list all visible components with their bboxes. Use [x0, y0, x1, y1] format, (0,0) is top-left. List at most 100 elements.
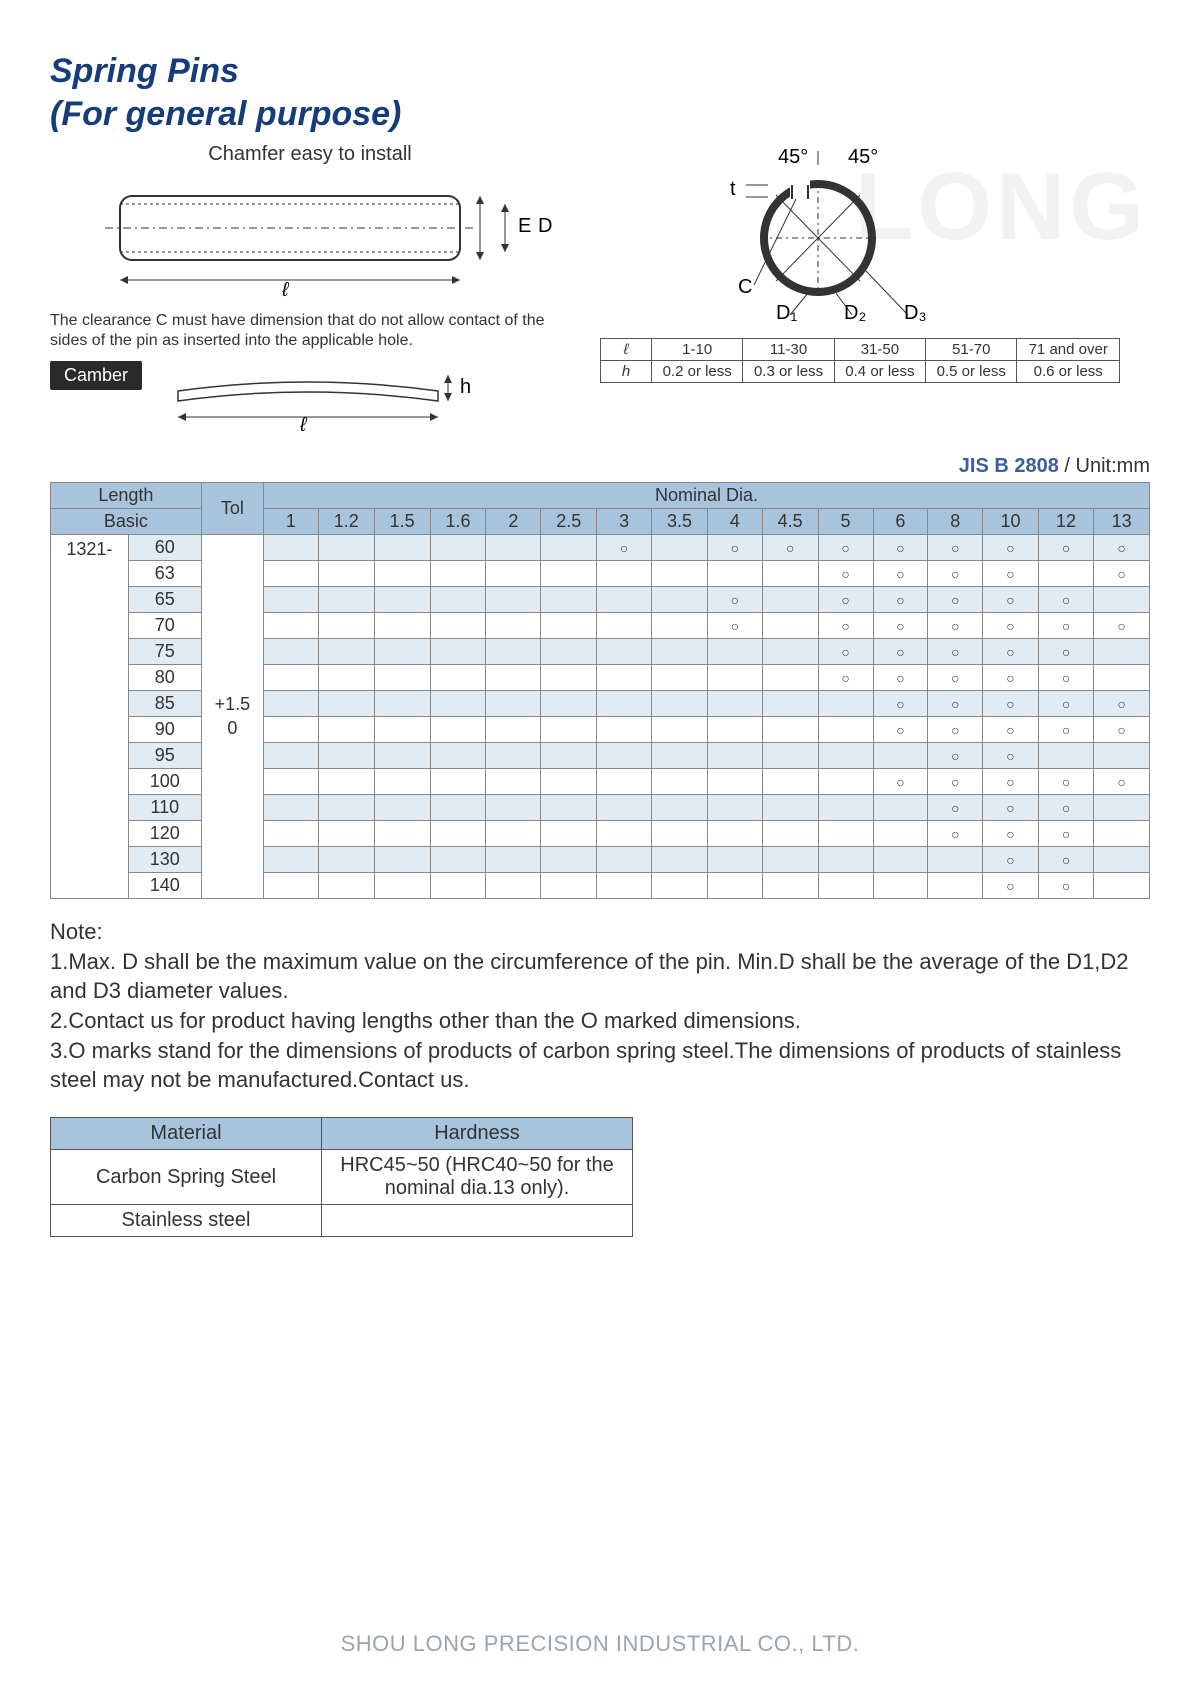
data-cell: ○ — [983, 873, 1039, 899]
data-cell — [597, 587, 652, 613]
data-cell — [818, 691, 873, 717]
data-cell — [486, 769, 541, 795]
data-cell — [318, 587, 374, 613]
data-cell: ○ — [983, 769, 1039, 795]
data-cell — [318, 665, 374, 691]
data-cell — [318, 743, 374, 769]
basic-cell: 110 — [128, 795, 201, 821]
th-dia: 1.2 — [318, 509, 374, 535]
data-cell — [818, 717, 873, 743]
data-cell — [541, 795, 597, 821]
data-cell — [707, 717, 762, 743]
data-cell — [430, 821, 486, 847]
th-dia: 3.5 — [652, 509, 708, 535]
data-cell — [486, 847, 541, 873]
data-cell — [374, 847, 430, 873]
data-cell: ○ — [1038, 613, 1094, 639]
data-cell — [597, 769, 652, 795]
dim-E: E — [518, 215, 531, 237]
mat-cell — [322, 1205, 633, 1237]
data-cell — [374, 535, 430, 561]
data-cell — [652, 717, 708, 743]
data-cell: ○ — [928, 717, 983, 743]
data-cell — [707, 873, 762, 899]
data-cell: ○ — [983, 795, 1039, 821]
data-cell: ○ — [1038, 821, 1094, 847]
data-cell — [652, 691, 708, 717]
data-cell: ○ — [873, 561, 928, 587]
data-cell — [597, 847, 652, 873]
data-cell: ○ — [1038, 847, 1094, 873]
data-cell — [374, 587, 430, 613]
data-cell — [318, 795, 374, 821]
th-dia: 4.5 — [762, 509, 818, 535]
data-cell — [486, 873, 541, 899]
data-cell: ○ — [1038, 639, 1094, 665]
note-item: 2.Contact us for product having lengths … — [50, 1008, 801, 1033]
data-cell: ○ — [928, 795, 983, 821]
data-cell — [707, 665, 762, 691]
pin-cross-section-diagram: 45° 45° t — [600, 143, 1120, 323]
material-table: Material Hardness Carbon Spring Steel HR… — [50, 1117, 633, 1237]
data-cell: ○ — [818, 665, 873, 691]
data-cell: ○ — [818, 535, 873, 561]
data-cell — [873, 821, 928, 847]
data-cell: ○ — [983, 535, 1039, 561]
data-cell — [1094, 873, 1150, 899]
data-cell — [263, 639, 318, 665]
hl-l-label: ℓ — [601, 339, 652, 361]
mat-th: Material — [51, 1118, 322, 1150]
hl-range: 11-30 — [743, 339, 834, 361]
data-cell: ○ — [1094, 613, 1150, 639]
data-cell — [818, 821, 873, 847]
data-cell — [486, 691, 541, 717]
basic-cell: 90 — [128, 717, 201, 743]
data-cell — [318, 769, 374, 795]
data-cell: ○ — [873, 613, 928, 639]
data-cell — [762, 795, 818, 821]
data-cell — [541, 717, 597, 743]
data-cell: ○ — [1038, 535, 1094, 561]
data-cell: ○ — [983, 743, 1039, 769]
data-cell: ○ — [928, 821, 983, 847]
data-cell — [541, 873, 597, 899]
data-cell — [318, 639, 374, 665]
clearance-note: The clearance C must have dimension that… — [50, 311, 570, 351]
data-cell — [374, 665, 430, 691]
standard-unit: / Unit:mm — [1059, 455, 1150, 477]
data-cell — [597, 717, 652, 743]
th-nominal: Nominal Dia. — [263, 483, 1149, 509]
data-cell — [762, 847, 818, 873]
data-cell — [430, 795, 486, 821]
data-cell — [486, 639, 541, 665]
data-cell — [597, 665, 652, 691]
data-cell: ○ — [762, 535, 818, 561]
data-cell — [707, 743, 762, 769]
data-cell — [1038, 743, 1094, 769]
hl-hval: 0.4 or less — [834, 361, 925, 383]
dim-h: h — [460, 376, 471, 398]
data-cell — [652, 535, 708, 561]
data-cell: ○ — [707, 587, 762, 613]
data-cell — [263, 847, 318, 873]
tol-cell: +1.5 0 — [201, 535, 263, 899]
data-cell — [430, 717, 486, 743]
data-cell — [762, 691, 818, 717]
data-cell — [430, 639, 486, 665]
data-cell — [652, 847, 708, 873]
data-cell — [652, 665, 708, 691]
standard-label: JIS B 2808 / Unit:mm — [50, 455, 1150, 478]
data-cell — [597, 639, 652, 665]
data-cell — [263, 743, 318, 769]
mat-cell: Stainless steel — [51, 1205, 322, 1237]
data-cell — [486, 587, 541, 613]
data-cell — [430, 535, 486, 561]
standard-code: JIS B 2808 — [959, 455, 1059, 477]
basic-cell: 140 — [128, 873, 201, 899]
data-cell — [541, 743, 597, 769]
data-cell — [762, 639, 818, 665]
th-dia: 1.6 — [430, 509, 486, 535]
basic-cell: 100 — [128, 769, 201, 795]
data-cell — [263, 691, 318, 717]
hl-hval: 0.5 or less — [926, 361, 1017, 383]
